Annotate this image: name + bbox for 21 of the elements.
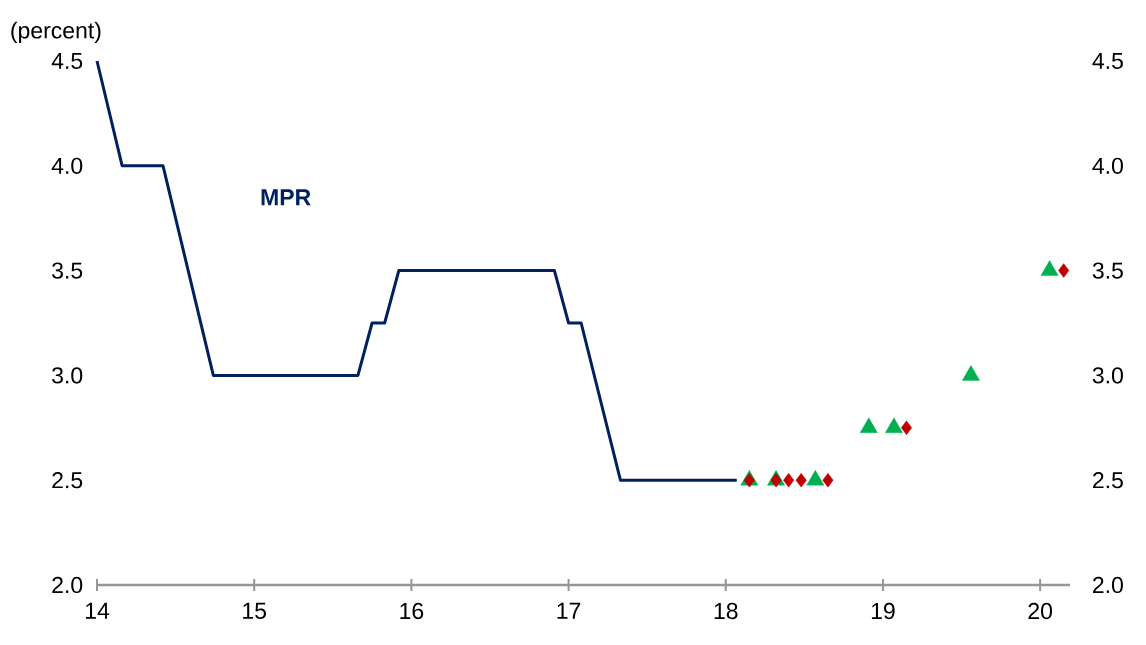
- y-axis-title: (percent): [11, 21, 101, 44]
- y2-tick-label: 4.5: [1092, 52, 1123, 70]
- y-tick-label: 3.0: [52, 367, 83, 384]
- y2-tick-label: 3.5: [1092, 262, 1123, 279]
- x-tick-label: 20: [1028, 602, 1053, 620]
- y2-tick-label: 2.5: [1093, 472, 1123, 489]
- y-tick-label: 3.5: [52, 262, 83, 279]
- x-tick-label: 14: [85, 602, 110, 619]
- x-tick-label: 19: [871, 602, 895, 620]
- y-tick-label: 2.5: [52, 472, 83, 489]
- y-tick-label: 4.0: [51, 157, 83, 174]
- y2-tick-label: 2.0: [1093, 576, 1123, 594]
- x-tick-label: 15: [243, 602, 267, 619]
- y-tick-label: 2.0: [52, 576, 83, 594]
- text: MPR: [261, 189, 311, 206]
- x-tick-label: 16: [400, 602, 424, 620]
- y-tick-label: 4.5: [51, 52, 83, 70]
- y2-tick-label: 3.0: [1092, 367, 1123, 384]
- y2-tick-label: 4.0: [1092, 157, 1123, 174]
- x-tick-label: 18: [714, 602, 738, 620]
- x-tick-label: 17: [557, 602, 581, 619]
